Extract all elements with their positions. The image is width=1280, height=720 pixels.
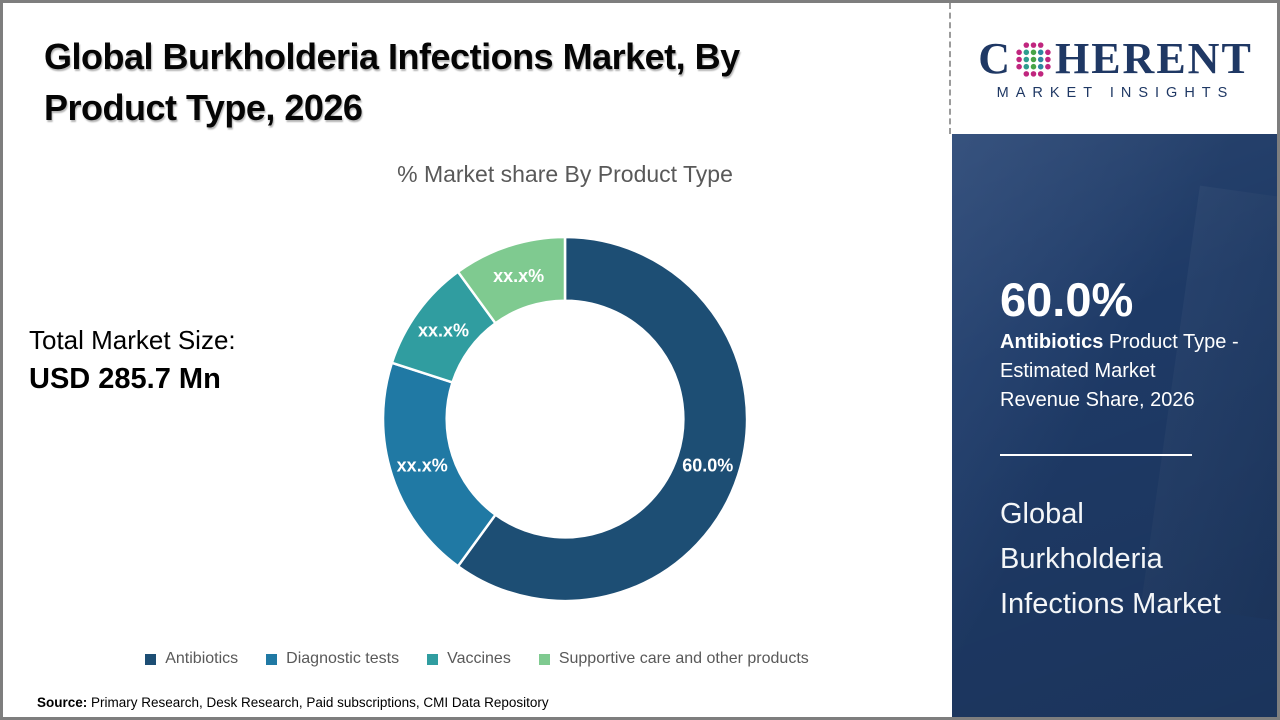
logo-subtitle: MARKET INSIGHTS <box>996 84 1235 101</box>
total-market-size-block: Total Market Size: USD 285.7 Mn <box>29 325 236 396</box>
panel-headline: Global Burkholderia Infections Market <box>1000 498 1221 620</box>
legend-item: Antibiotics <box>145 650 238 668</box>
total-market-size-label: Total Market Size: <box>29 325 236 355</box>
page-title: Global Burkholderia Infections Market, B… <box>44 31 904 133</box>
legend-swatch-icon <box>538 653 550 665</box>
stat-value: 60.0% <box>1000 273 1134 326</box>
panel-divider-line <box>1000 454 1192 456</box>
legend-swatch-icon <box>427 653 439 665</box>
legend-label: Diagnostic tests <box>286 650 400 667</box>
legend-item: Diagnostic tests <box>266 650 399 668</box>
donut-chart: 60.0% xx.x% xx.x% xx.x% <box>373 227 757 611</box>
legend-label: Vaccines <box>447 650 511 667</box>
page-title-line2: Product Type, 2026 <box>44 87 363 128</box>
donut-segment-supportive-care-and-other-products <box>456 235 567 326</box>
stat-description: Antibiotics Product Type - Estimated Mar… <box>1000 328 1272 415</box>
stat-description-line3: Revenue Share, 2026 <box>1000 389 1195 411</box>
source-text: Primary Research, Desk Research, Paid su… <box>87 695 549 710</box>
total-market-size-value: USD 285.7 Mn <box>29 363 221 395</box>
donut-chart-svg: 60.0% xx.x% xx.x% xx.x% <box>381 235 749 603</box>
logo-letters-rest: HERENT <box>1054 33 1253 83</box>
stat-description-line1: Product Type - <box>1103 331 1239 353</box>
legend-label: Supportive care and other products <box>558 650 809 667</box>
sidebar-dashed-divider <box>949 3 951 134</box>
stat-description-line2: Estimated Market <box>1000 360 1156 382</box>
source-label: Source: <box>37 695 88 710</box>
legend-item: Supportive care and other products <box>538 650 809 668</box>
company-logo: C HERENT MARKET INSIGHTS <box>951 3 1277 134</box>
donut-segment-value-label: 60.0% <box>682 455 733 475</box>
page-title-line1: Global Burkholderia Infections Market, B… <box>44 36 740 77</box>
donut-segment-antibiotics <box>456 235 749 603</box>
chart-legend: Antibiotics Diagnostic tests Vaccines Suppo… <box>3 646 951 672</box>
stat-description-bold: Antibiotics <box>1000 331 1104 353</box>
source-note: Source: Primary Research, Desk Research,… <box>37 695 549 710</box>
donut-segment-value-label: xx.x% <box>493 266 544 286</box>
legend-label: Antibiotics <box>165 650 239 667</box>
legend-swatch-icon <box>145 653 157 665</box>
legend-swatch-icon <box>266 653 278 665</box>
chart-title: % Market share By Product Type <box>397 161 733 187</box>
logo-wordmark: C HERENT <box>978 33 1253 83</box>
dot-globe-icon <box>1016 42 1051 77</box>
donut-segment-value-label: xx.x% <box>418 321 469 341</box>
legend-item: Vaccines <box>427 650 511 668</box>
logo-letter-c: C <box>978 33 1012 83</box>
donut-segment-value-label: xx.x% <box>397 455 448 475</box>
sidebar-panel: 60.0% Antibiotics Product Type - Estimat… <box>952 134 1277 717</box>
